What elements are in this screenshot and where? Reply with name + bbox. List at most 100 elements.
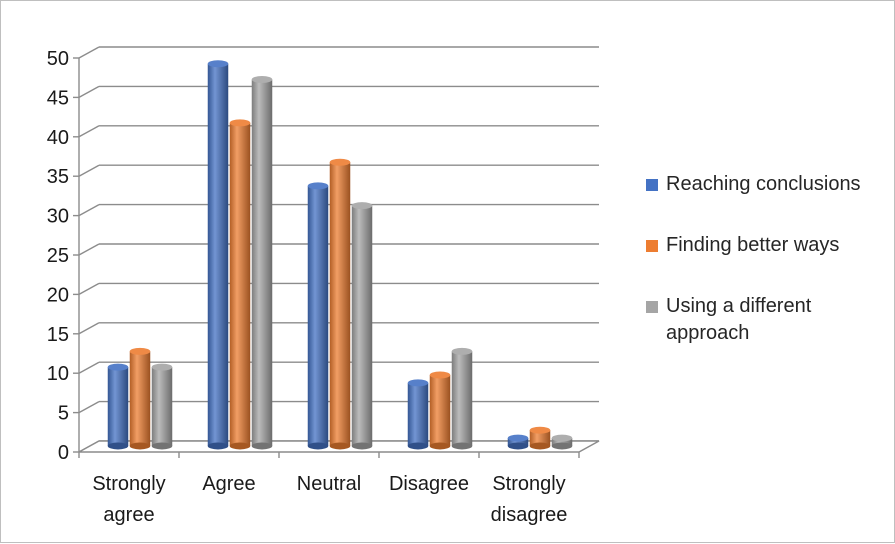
bar-top	[507, 434, 529, 442]
bar-using-a-different-approach	[351, 202, 373, 450]
bar-body	[551, 438, 573, 446]
gridline-side	[78, 46, 100, 59]
bar-finding-better-ways	[229, 119, 251, 450]
bar-reaching-conclusions	[307, 182, 329, 450]
bar-top	[151, 363, 173, 371]
gridline-side	[78, 85, 100, 99]
x-tick-label: Strongly agree	[92, 473, 165, 526]
legend-swatch	[646, 179, 658, 191]
bar-body	[407, 382, 429, 446]
y-tick-label: 35	[47, 166, 69, 188]
gridline-side	[78, 125, 100, 138]
legend: Reaching conclusions Finding better ways U…	[646, 171, 891, 381]
legend-item: Reaching conclusions	[646, 171, 891, 198]
y-tick-label: 45	[47, 87, 69, 109]
bar-using-a-different-approach	[251, 76, 273, 450]
legend-item: Using a different approach	[646, 293, 891, 347]
y-axis: 0 5 10 15 20 25 30 35 40 45 50	[47, 48, 80, 464]
gridline-side	[78, 361, 100, 374]
bar-top	[351, 202, 373, 210]
bar-base	[529, 442, 551, 450]
bar-reaching-conclusions	[207, 60, 229, 450]
bar-top	[529, 426, 551, 434]
bar-finding-better-ways	[529, 426, 551, 450]
gridline-side	[78, 322, 100, 335]
bar-top	[251, 76, 273, 84]
bar-reaching-conclusions	[107, 363, 129, 450]
y-tick-label: 10	[47, 363, 69, 385]
legend-label: Using a different approach	[666, 295, 812, 344]
legend-swatch	[646, 240, 658, 252]
y-tick-label: 20	[47, 284, 69, 306]
bar-chart: 0 5 10 15 20 25 30 35 40 45 50 Strongly agree Agree Ne…	[47, 46, 600, 526]
bar-base	[551, 442, 573, 450]
y-tick-label: 15	[47, 324, 69, 346]
bar-body	[329, 162, 351, 446]
gridline-side	[78, 243, 100, 256]
bar-body	[529, 430, 551, 446]
y-tick-label: 50	[47, 48, 69, 70]
legend-item: Finding better ways	[646, 232, 891, 259]
bar-finding-better-ways	[129, 347, 151, 450]
bar-body	[351, 205, 373, 446]
bar-reaching-conclusions	[507, 434, 529, 450]
x-tick-label: Neutral	[297, 473, 361, 495]
bar-using-a-different-approach	[151, 363, 173, 450]
bar-top	[229, 119, 251, 127]
bar-reaching-conclusions	[407, 379, 429, 450]
x-axis: Strongly agree Agree Neutral Disagree Strongl…	[78, 452, 580, 526]
bar-body	[451, 351, 473, 446]
legend-swatch	[646, 301, 658, 313]
bar-base	[229, 442, 251, 450]
bar-base	[251, 442, 273, 450]
bar-base	[307, 442, 329, 450]
bar-base	[407, 442, 429, 450]
x-tick-label: Strongly disagree	[491, 473, 568, 526]
bar-body	[129, 351, 151, 446]
legend-label: Finding better ways	[666, 234, 840, 256]
bar-base	[451, 442, 473, 450]
gridline-side	[78, 400, 100, 414]
y-tick-label: 5	[58, 403, 69, 425]
bar-top	[107, 363, 129, 371]
bar-finding-better-ways	[429, 371, 451, 450]
bar-base	[107, 442, 129, 450]
bar-top	[451, 347, 473, 355]
legend-label: Reaching conclusions	[666, 173, 861, 195]
bar-top	[429, 371, 451, 379]
bar-base	[351, 442, 373, 450]
bar-base	[129, 442, 151, 450]
bar-body	[429, 375, 451, 446]
bar-using-a-different-approach	[551, 434, 573, 450]
bar-base	[151, 442, 173, 450]
bars	[107, 60, 573, 450]
gridline-side	[78, 282, 100, 296]
bar-using-a-different-approach	[451, 347, 473, 450]
gridline-side	[78, 164, 100, 177]
bar-base	[429, 442, 451, 450]
bar-top	[207, 60, 229, 68]
bar-base	[207, 442, 229, 450]
x-tick-label: Disagree	[389, 473, 469, 495]
gridline-side	[78, 203, 100, 217]
bar-body	[229, 122, 251, 446]
bar-body	[507, 438, 529, 446]
bar-top	[307, 182, 329, 190]
bar-body	[207, 63, 229, 446]
y-tick-label: 40	[47, 127, 69, 149]
bar-top	[407, 379, 429, 387]
y-tick-label: 30	[47, 206, 69, 228]
bar-finding-better-ways	[329, 158, 351, 450]
bar-body	[307, 185, 329, 446]
bar-top	[329, 158, 351, 166]
bar-top	[551, 434, 573, 442]
x-tick-label: Agree	[202, 473, 255, 495]
bar-body	[151, 367, 173, 446]
bar-body	[107, 367, 129, 446]
bar-body	[251, 79, 273, 446]
y-tick-label: 0	[58, 442, 69, 464]
bar-base	[507, 442, 529, 450]
y-tick-label: 25	[47, 245, 69, 267]
bar-base	[329, 442, 351, 450]
